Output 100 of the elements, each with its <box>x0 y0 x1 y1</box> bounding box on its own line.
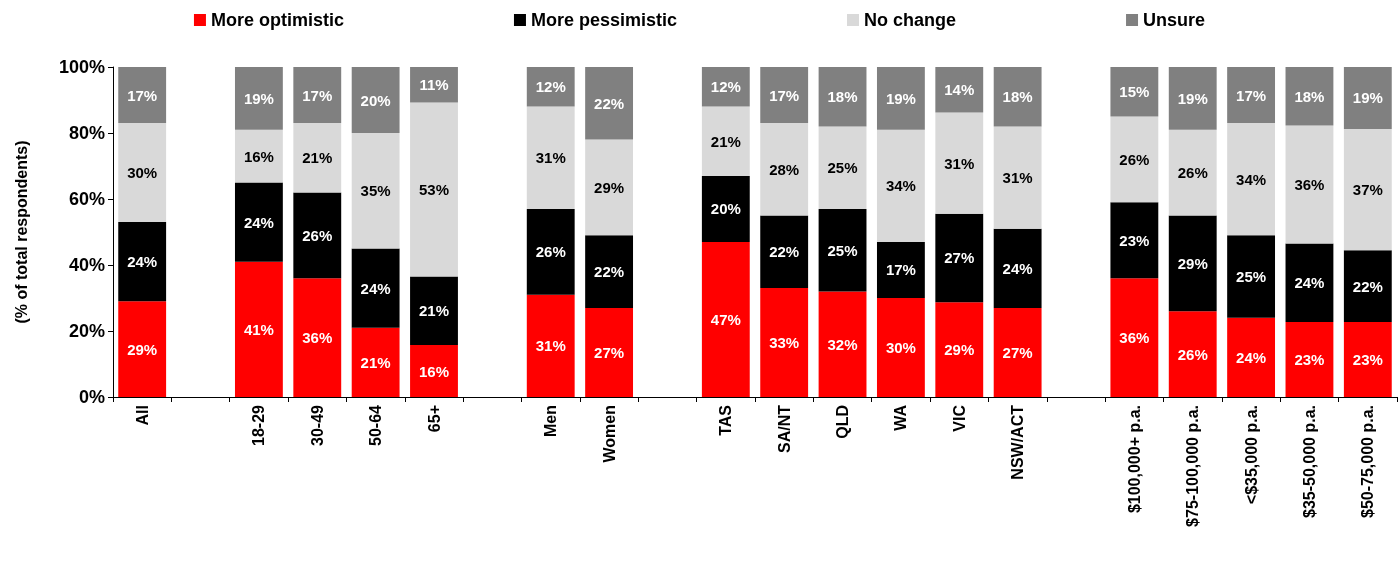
data-label: 27% <box>1002 343 1033 361</box>
x-tick-label: SA/NT <box>775 404 793 453</box>
x-tick-label: $50-75,000 p.a. <box>1359 405 1377 518</box>
data-label: 24% <box>1002 259 1033 277</box>
data-label: 24% <box>243 213 274 231</box>
bar <box>118 222 167 302</box>
data-label: 31% <box>944 154 975 172</box>
bar <box>876 241 925 298</box>
bar <box>1168 311 1217 397</box>
x-tick-label: Men <box>542 405 560 437</box>
data-label: 30% <box>885 339 916 356</box>
bar <box>234 261 283 397</box>
bar <box>410 102 458 277</box>
data-label: 23% <box>1294 350 1325 368</box>
bar <box>1285 243 1334 322</box>
x-tick-label: TAS <box>717 404 735 436</box>
data-label: 11% <box>419 76 449 94</box>
bar <box>760 288 809 397</box>
bar <box>351 327 400 397</box>
bar <box>234 182 283 262</box>
x-tick-label: NSW/ACT <box>1009 404 1027 480</box>
bar <box>1168 67 1217 130</box>
data-label: 26% <box>302 226 333 244</box>
data-label: 22% <box>1352 277 1383 295</box>
y-tick-label: 0% <box>78 387 105 407</box>
legend-label: Unsure <box>1143 10 1206 30</box>
x-tick-label: 30-49 <box>308 404 326 446</box>
bar <box>1168 215 1217 312</box>
bar <box>818 291 867 397</box>
data-label: 19% <box>1352 89 1383 107</box>
y-tick-label: 40% <box>68 255 105 275</box>
data-label: 20% <box>710 200 741 218</box>
x-tick-label: 18-29 <box>250 404 268 446</box>
data-label: 19% <box>1177 89 1208 107</box>
bar <box>876 67 925 130</box>
bar <box>1343 321 1392 397</box>
bar <box>118 67 167 124</box>
bar <box>935 112 984 214</box>
data-label: 21% <box>710 132 741 150</box>
bar <box>585 235 634 308</box>
bar <box>293 123 342 193</box>
data-label: 21% <box>302 149 333 167</box>
y-tick-label: 20% <box>68 321 105 341</box>
data-label: 33% <box>769 334 800 352</box>
bar <box>118 123 167 223</box>
bar <box>1168 129 1217 216</box>
data-label: 31% <box>1002 169 1033 187</box>
data-label: 24% <box>1236 348 1267 366</box>
data-label: 19% <box>243 89 274 107</box>
bar <box>526 294 575 397</box>
x-tick-label: WA <box>892 404 910 431</box>
data-label: 16% <box>243 147 274 165</box>
bar <box>1227 235 1276 318</box>
y-tick-label: 80% <box>68 123 105 143</box>
bar <box>1110 67 1159 117</box>
x-tick-label: $100,000+ p.a. <box>1125 405 1143 514</box>
data-label: 36% <box>1294 176 1325 194</box>
data-label: 22% <box>594 263 625 281</box>
bar <box>1343 128 1392 251</box>
bar <box>410 345 458 397</box>
legend-label: No change <box>864 10 957 30</box>
data-label: 41% <box>243 320 274 338</box>
data-label: 24% <box>360 279 391 297</box>
data-label: 17% <box>1236 86 1267 104</box>
bar <box>526 67 575 107</box>
y-tick-label: 60% <box>68 189 105 209</box>
data-label: 47% <box>710 310 741 328</box>
bar <box>818 126 867 209</box>
bar <box>701 67 750 107</box>
bar <box>234 129 283 183</box>
bar <box>351 248 400 328</box>
x-tick-label: QLD <box>834 405 852 439</box>
x-tick-label: Women <box>600 405 618 463</box>
data-label: 34% <box>1236 170 1267 188</box>
data-label: 32% <box>827 335 858 353</box>
bar <box>410 276 458 346</box>
data-label: 36% <box>1119 329 1150 347</box>
data-label: 17% <box>127 86 158 104</box>
data-label: 18% <box>1002 88 1033 106</box>
x-tick-label: All <box>133 405 151 426</box>
data-label: 29% <box>594 178 625 196</box>
bar <box>760 215 809 289</box>
bar <box>1227 317 1276 397</box>
bar <box>1110 278 1159 397</box>
bar <box>293 192 342 279</box>
data-label: 21% <box>360 353 391 371</box>
data-label: 26% <box>535 243 566 261</box>
data-label: 26% <box>1177 164 1208 182</box>
data-label: 15% <box>1119 83 1150 101</box>
data-label: 23% <box>1119 231 1150 249</box>
bar <box>1227 67 1276 124</box>
x-tick-label: $35-50,000 p.a. <box>1300 405 1318 518</box>
data-label: 29% <box>944 341 975 359</box>
bar <box>876 298 925 397</box>
data-label: 17% <box>302 86 333 104</box>
bar <box>118 301 167 397</box>
bar <box>1343 250 1392 322</box>
bar <box>993 228 1042 308</box>
bar <box>1227 123 1276 236</box>
data-label: 31% <box>535 149 566 167</box>
